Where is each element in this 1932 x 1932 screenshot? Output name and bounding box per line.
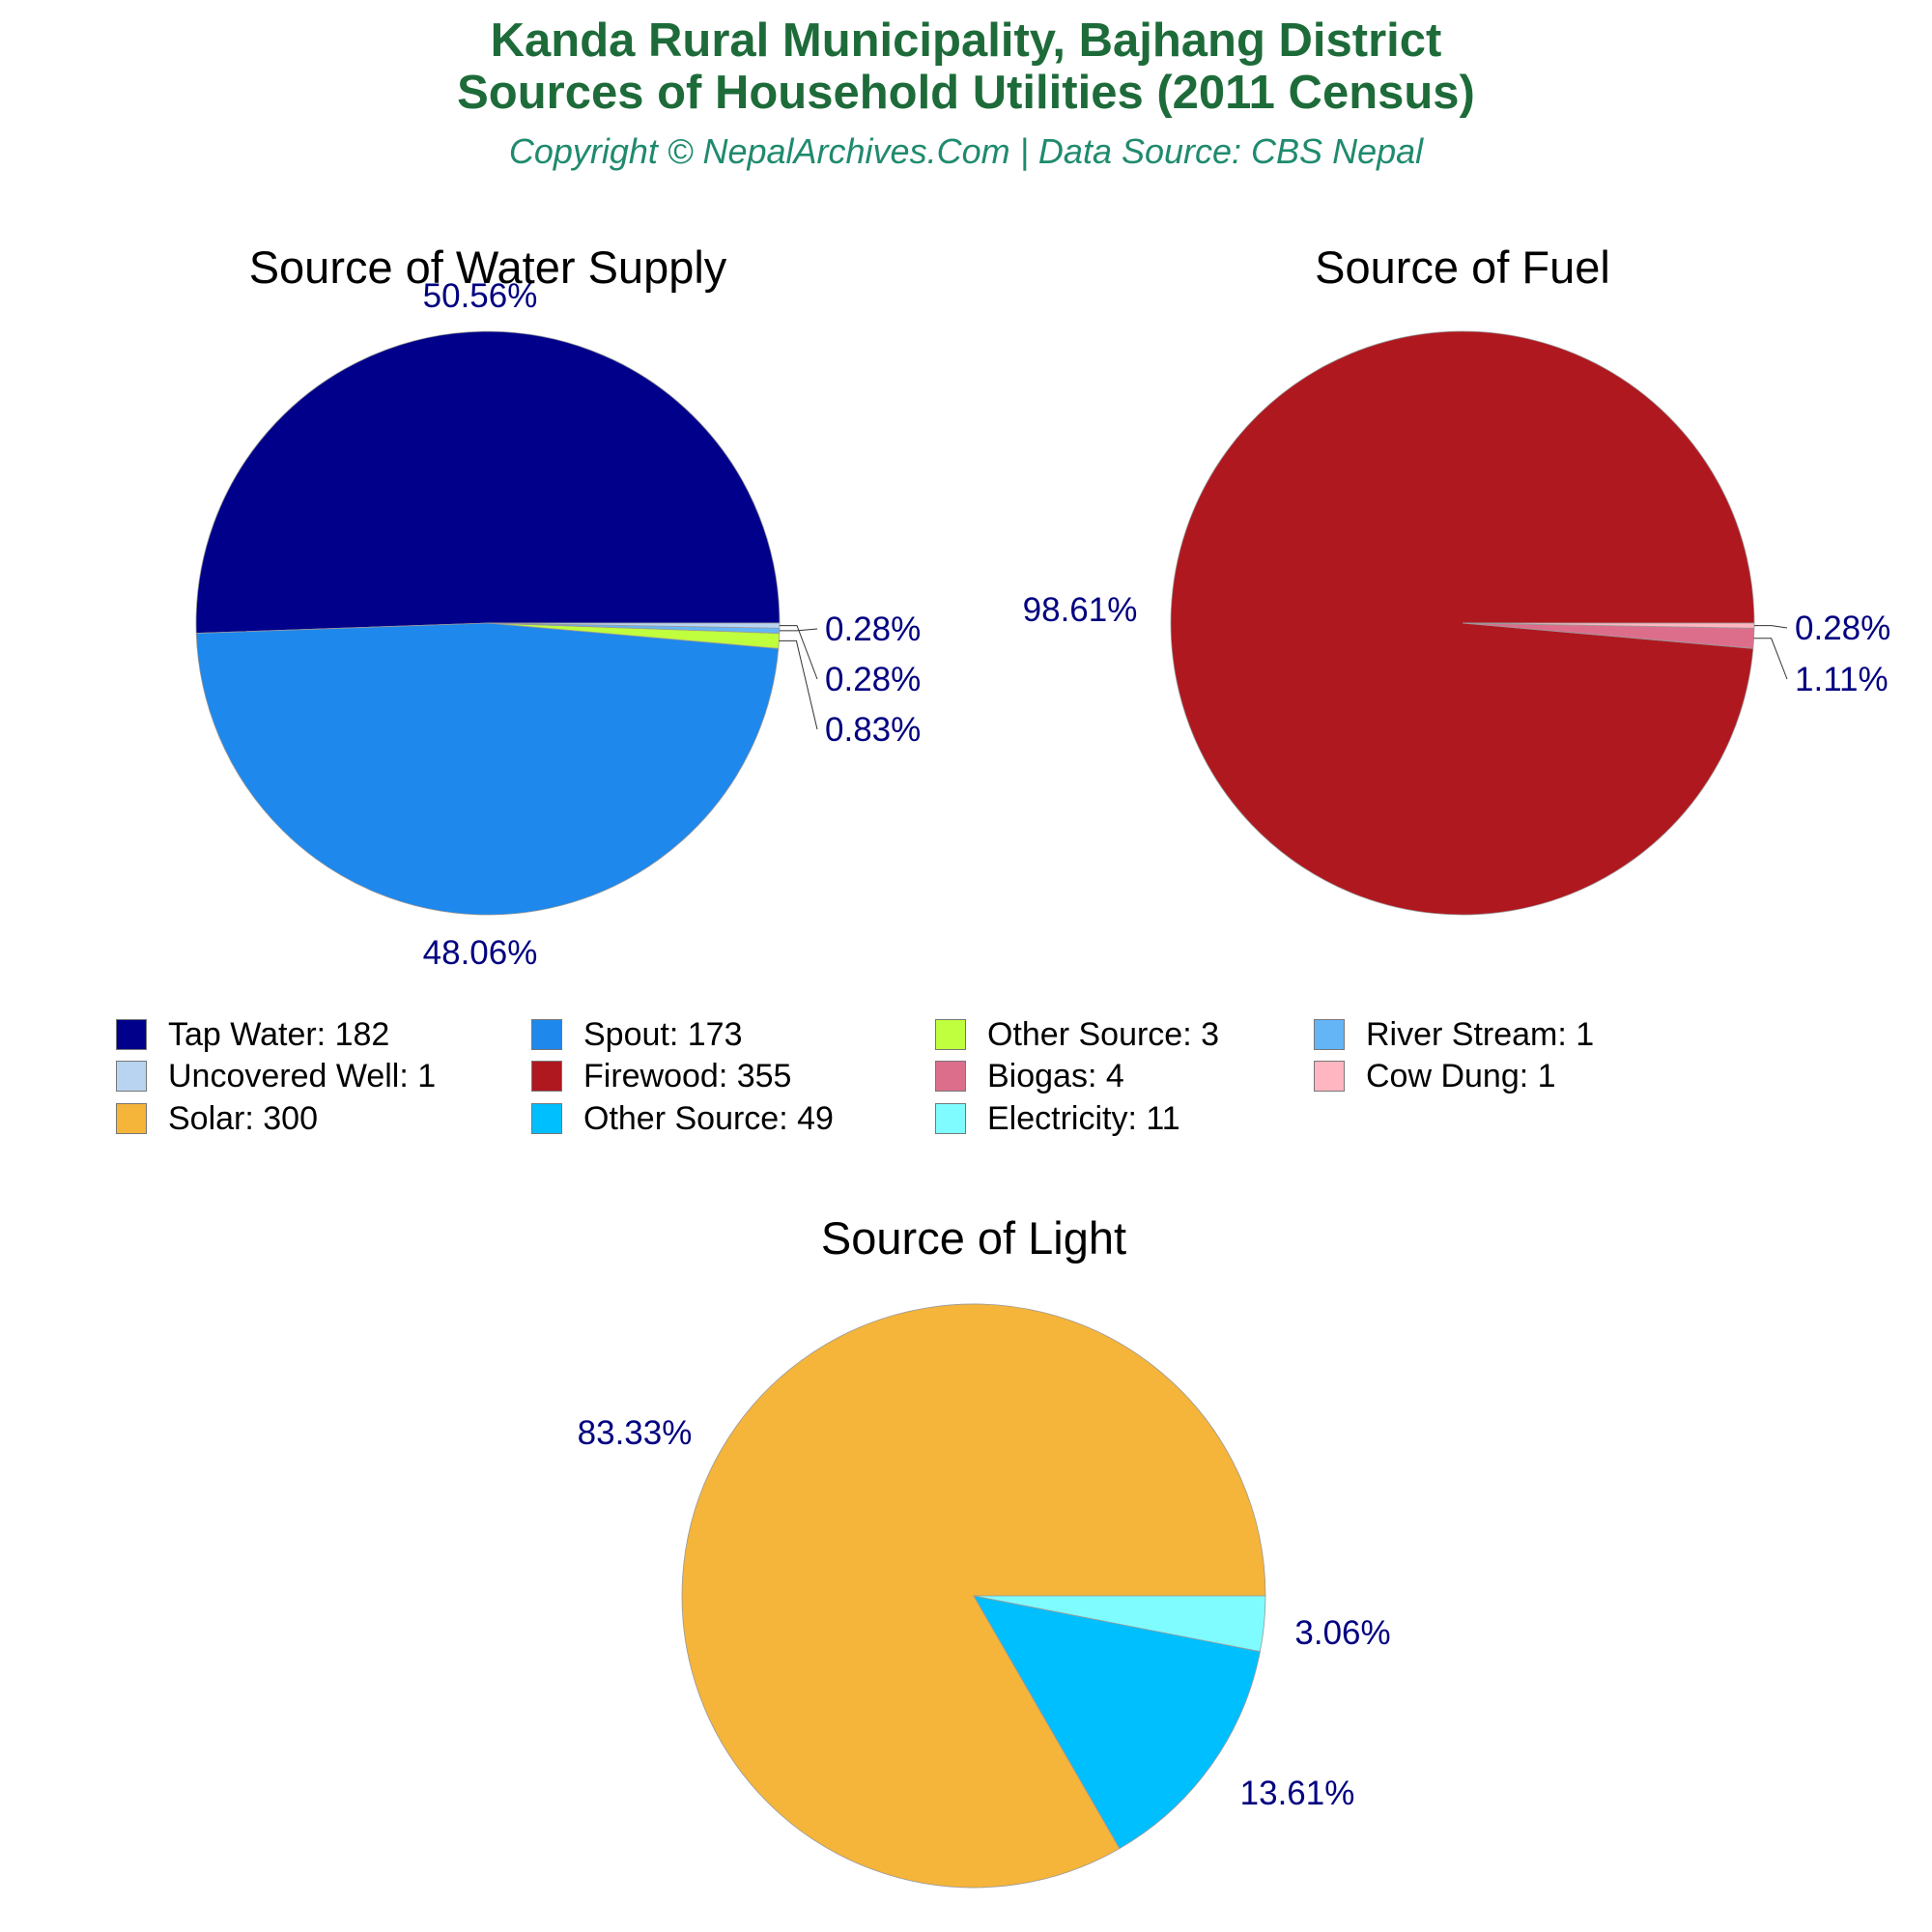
legend-item: Cow Dung: 1 bbox=[1314, 1057, 1556, 1095]
legend-swatch bbox=[935, 1103, 966, 1134]
legend-swatch bbox=[531, 1019, 562, 1050]
slice-label-cow-dung: 0.28% bbox=[1795, 610, 1890, 647]
legend-label: Cow Dung: 1 bbox=[1366, 1057, 1556, 1094]
legend-item: Biogas: 4 bbox=[935, 1057, 1124, 1095]
slice-label-tap-water: 50.56% bbox=[423, 277, 538, 315]
legend-label: Tap Water: 182 bbox=[168, 1015, 390, 1053]
legend-label: Uncovered Well: 1 bbox=[168, 1057, 437, 1094]
legend-label: River Stream: 1 bbox=[1366, 1015, 1595, 1053]
slice-spout bbox=[195, 622, 780, 916]
slice-label-river-stream: 0.28% bbox=[825, 611, 921, 648]
legend-label: Other Source: 49 bbox=[583, 1099, 834, 1137]
subplot-title-fuel: Source of Fuel bbox=[1315, 242, 1610, 293]
slice-label-firewood: 98.61% bbox=[1023, 591, 1138, 629]
legend-item: Other Source: 49 bbox=[531, 1099, 834, 1138]
slice-label-spout: 48.06% bbox=[423, 934, 538, 972]
legend-swatch bbox=[1314, 1019, 1345, 1050]
slice-label-biogas: 1.11% bbox=[1795, 661, 1889, 698]
slice-label-electricity: 3.06% bbox=[1294, 1614, 1390, 1652]
slice-cow-dung bbox=[1462, 622, 1755, 629]
legend-swatch bbox=[1314, 1061, 1345, 1092]
legend-item: Spout: 173 bbox=[531, 1015, 742, 1054]
legend-label: Electricity: 11 bbox=[987, 1099, 1180, 1137]
legend-item: Other Source: 3 bbox=[935, 1015, 1219, 1054]
legend-swatch bbox=[116, 1103, 147, 1134]
slice-other-source bbox=[973, 1595, 1261, 1850]
pie-light: 83.33% 13.61% 3.06% Source of Light bbox=[578, 1212, 1391, 1889]
slice-label-other-source: 13.61% bbox=[1240, 1775, 1355, 1812]
legend-label: Solar: 300 bbox=[168, 1099, 318, 1137]
legend-label: Spout: 173 bbox=[583, 1015, 743, 1053]
slice-electricity bbox=[973, 1595, 1266, 1653]
slice-tap-water bbox=[195, 330, 781, 634]
slice-label-uncovered-well: 0.28% bbox=[825, 661, 921, 698]
legend-swatch bbox=[116, 1019, 147, 1050]
legend-swatch bbox=[935, 1061, 966, 1092]
legend-label: Biogas: 4 bbox=[987, 1057, 1124, 1094]
chart-subtitle: Copyright © NepalArchives.Com | Data Sou… bbox=[508, 131, 1424, 171]
legend-swatch bbox=[531, 1103, 562, 1134]
slice-label-solar: 83.33% bbox=[578, 1414, 693, 1452]
leader-line bbox=[779, 639, 818, 730]
subplot-title-light: Source of Light bbox=[821, 1212, 1126, 1264]
legend-swatch bbox=[935, 1019, 966, 1050]
slice-uncovered-well bbox=[487, 622, 781, 629]
pie-water: 50.56% 48.06% 0.83% 0.28% 0.28% Source of Wat… bbox=[195, 242, 921, 972]
legend-item: Uncovered Well: 1 bbox=[116, 1057, 436, 1095]
subplot-title-water: Source of Water Supply bbox=[249, 242, 727, 293]
leader-line bbox=[1753, 638, 1788, 680]
legend-item: Electricity: 11 bbox=[935, 1099, 1180, 1138]
legend-label: Firewood: 355 bbox=[583, 1057, 792, 1094]
chart-title-line1: Kanda Rural Municipality, Bajhang Distri… bbox=[490, 14, 1442, 67]
legend-item: Firewood: 355 bbox=[531, 1057, 791, 1095]
leader-line bbox=[780, 625, 818, 680]
pie-fuel: 98.61% 1.11% 0.28% Source of Fuel bbox=[1023, 242, 1890, 916]
legend-label: Other Source: 3 bbox=[987, 1015, 1220, 1053]
legend-item: River Stream: 1 bbox=[1314, 1015, 1594, 1054]
slice-label-other-source: 0.83% bbox=[825, 711, 921, 749]
legend-swatch bbox=[116, 1061, 147, 1092]
legend-swatch bbox=[531, 1061, 562, 1092]
legend-item: Solar: 300 bbox=[116, 1099, 318, 1138]
legend-item: Tap Water: 182 bbox=[116, 1015, 389, 1054]
leader-line bbox=[779, 628, 818, 632]
chart-title-line2: Sources of Household Utilities (2011 Cen… bbox=[457, 67, 1475, 119]
leader-line bbox=[1754, 625, 1788, 629]
